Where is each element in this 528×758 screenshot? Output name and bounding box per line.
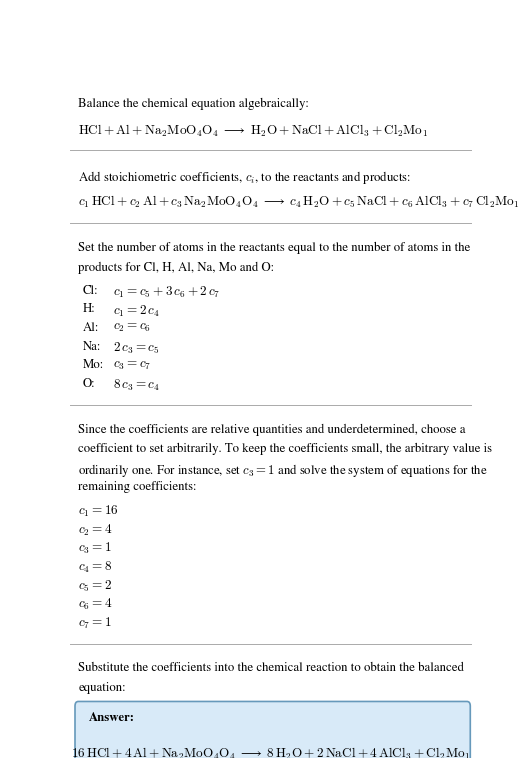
Text: O:: O: [82, 378, 95, 390]
Text: $16\,\mathrm{HCl} + 4\,\mathrm{Al} + \mathrm{Na_2MoO_4O_4} \;\longrightarrow\; 8: $16\,\mathrm{HCl} + 4\,\mathrm{Al} + \ma… [71, 746, 470, 758]
Text: $\mathrm{HCl + Al + Na_2MoO_4O_4 \;\longrightarrow\; H_2O + NaCl + AlCl_3 + Cl_2: $\mathrm{HCl + Al + Na_2MoO_4O_4 \;\long… [78, 123, 428, 139]
FancyBboxPatch shape [75, 701, 470, 758]
Text: $c_3 = c_7$: $c_3 = c_7$ [113, 359, 152, 371]
Text: Mo:: Mo: [82, 359, 103, 371]
Text: remaining coefficients:: remaining coefficients: [78, 481, 197, 493]
Text: $c_4 = 8$: $c_4 = 8$ [78, 559, 112, 575]
Text: Balance the chemical equation algebraically:: Balance the chemical equation algebraica… [78, 98, 309, 110]
Text: Add stoichiometric coefficients, $c_i$, to the reactants and products:: Add stoichiometric coefficients, $c_i$, … [78, 169, 411, 186]
Text: equation:: equation: [78, 681, 126, 694]
Text: $c_1\,\mathrm{HCl} + c_2\,\mathrm{Al} + c_3\,\mathrm{Na_2MoO_4O_4} \;\longrighta: $c_1\,\mathrm{HCl} + c_2\,\mathrm{Al} + … [78, 194, 520, 210]
Text: $c_6 = 4$: $c_6 = 4$ [78, 597, 112, 612]
Text: Al:: Al: [82, 322, 99, 334]
Text: $c_5 = 2$: $c_5 = 2$ [78, 578, 112, 594]
Text: $c_1 = 16$: $c_1 = 16$ [78, 503, 119, 519]
Text: Answer:: Answer: [89, 712, 135, 724]
Text: $c_1 = 2\,c_4$: $c_1 = 2\,c_4$ [113, 303, 160, 318]
Text: $2\,c_3 = c_5$: $2\,c_3 = c_5$ [113, 341, 159, 356]
Text: Set the number of atoms in the reactants equal to the number of atoms in the: Set the number of atoms in the reactants… [78, 242, 470, 255]
Text: $c_2 = c_6$: $c_2 = c_6$ [113, 322, 151, 334]
Text: products for Cl, H, Al, Na, Mo and O:: products for Cl, H, Al, Na, Mo and O: [78, 262, 275, 274]
Text: Na:: Na: [82, 341, 101, 352]
Text: $c_1 = c_5 + 3\,c_6 + 2\,c_7$: $c_1 = c_5 + 3\,c_6 + 2\,c_7$ [113, 285, 221, 300]
Text: $c_2 = 4$: $c_2 = 4$ [78, 522, 112, 537]
Text: Substitute the coefficients into the chemical reaction to obtain the balanced: Substitute the coefficients into the che… [78, 662, 464, 674]
Text: $c_7 = 1$: $c_7 = 1$ [78, 615, 112, 631]
Text: ordinarily one. For instance, set $c_3 = 1$ and solve the system of equations fo: ordinarily one. For instance, set $c_3 =… [78, 462, 488, 479]
Text: Cl:: Cl: [82, 285, 98, 296]
Text: Since the coefficients are relative quantities and underdetermined, choose a: Since the coefficients are relative quan… [78, 424, 466, 436]
Text: H:: H: [82, 303, 95, 315]
Text: $8\,c_3 = c_4$: $8\,c_3 = c_4$ [113, 378, 160, 393]
Text: coefficient to set arbitrarily. To keep the coefficients small, the arbitrary va: coefficient to set arbitrarily. To keep … [78, 443, 492, 455]
Text: $c_3 = 1$: $c_3 = 1$ [78, 541, 112, 556]
